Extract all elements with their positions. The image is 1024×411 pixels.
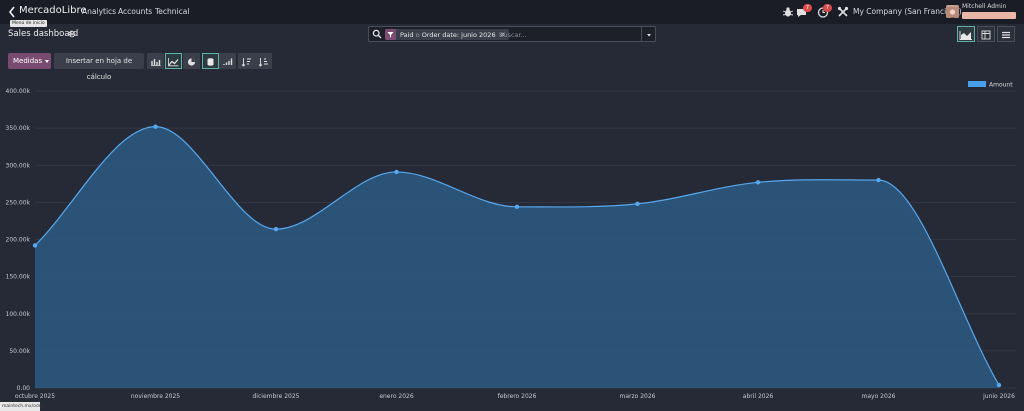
bar-chart-icon [151,59,161,66]
legend-swatch [968,81,986,87]
caret-down-icon [647,34,651,37]
top-navbar: MercadoLibre Analytics Accounts Technica… [0,0,1024,24]
data-point[interactable] [273,226,279,232]
cumulative-icon [223,58,233,65]
x-tick-label: marzo 2026 [620,393,656,400]
app-name[interactable]: MercadoLibre [19,5,87,16]
data-point[interactable] [394,169,399,175]
pie-chart-icon [187,58,196,66]
filter-icon [385,29,396,40]
facet-separator: o [415,30,420,39]
insert-spreadsheet-button[interactable]: Insertar en hoja de cálculo [54,53,144,81]
x-axis-ticks: octubre 2025 noviembre 2025 diciembre 2025… [15,393,1015,400]
home-menu-tooltip: Menú de inicio [10,20,47,27]
series-points [32,124,1002,388]
user-database-redacted [962,12,1016,19]
measures-label: Medidas [13,57,43,65]
company-switcher[interactable]: My Company (San Francisco) [853,7,962,16]
x-tick-label: febrero 2026 [498,393,537,400]
y-tick-label: 100.00k [6,311,31,318]
pivot-table-icon [981,30,991,40]
y-tick-label: 250.00k [6,199,31,206]
facet-value-date: Order date: junio 2026 [421,30,496,39]
filter-facet[interactable]: Paid o Order date: junio 2026 ✕ [385,29,510,40]
facet-value-paid: Paid [400,30,414,39]
list-icon [1002,31,1010,39]
status-url: maintech.mx/odoo [0,402,45,411]
data-point[interactable] [755,180,761,185]
y-tick-label: 0.00 [17,385,31,392]
caret-down-icon [45,59,50,63]
sales-area-chart: 0.00 50.00k 100.00k 150.00k 200.00k 250.00k 30… [6,81,1016,400]
stack-icon [207,58,214,66]
graph-view-button[interactable] [957,26,975,42]
page-title: Sales dashboard [8,29,79,39]
cumulative-button[interactable] [219,53,236,69]
x-tick-label: abril 2026 [743,393,774,400]
menu-technical[interactable]: Technical [155,7,190,16]
legend-label: Amount [989,82,1013,89]
area-chart-icon [959,31,972,40]
x-tick-label: noviembre 2025 [131,393,180,400]
messages-badge: 7 [803,4,812,12]
y-tick-label: 150.00k [6,274,31,281]
series-area-amount [35,126,999,388]
menu-analytics[interactable]: Analytics [82,7,117,16]
gear-icon[interactable] [68,30,76,38]
data-point[interactable] [514,204,520,210]
x-tick-label: junio 2026 [982,393,1015,400]
bar-chart-button[interactable] [147,53,164,69]
data-point[interactable] [32,243,38,248]
search-bar: Paid o Order date: junio 2026 ✕ [368,26,656,42]
y-axis-ticks: 0.00 50.00k 100.00k 150.00k 200.00k 250.00k 30… [6,88,31,392]
y-tick-label: 400.00k [6,88,31,95]
facet-label: Paid o Order date: junio 2026 [396,31,500,39]
sort-descending-icon [241,58,251,67]
measures-dropdown[interactable]: Medidas [8,53,51,69]
chart-legend[interactable]: Amount [968,81,1013,89]
sort-descending-button[interactable] [238,53,255,69]
menu-accounts[interactable]: Accounts [118,7,153,16]
list-view-button[interactable] [997,26,1015,42]
sort-ascending-button[interactable] [255,53,272,69]
data-point[interactable] [153,124,158,129]
line-chart-icon [168,58,179,67]
pie-chart-button[interactable] [183,53,200,69]
tools-icon[interactable] [836,5,850,19]
search-options-toggle[interactable] [641,27,655,41]
line-chart-button[interactable] [165,53,182,69]
user-name[interactable]: Mitchell Admin [962,3,1007,10]
stacked-button[interactable] [202,53,219,69]
user-avatar[interactable] [946,5,959,18]
data-point[interactable] [635,201,640,207]
activity-badge: 7 [823,4,832,12]
y-tick-label: 350.00k [6,125,31,132]
sort-ascending-icon [258,58,268,67]
y-tick-label: 200.00k [6,237,31,244]
pivot-view-button[interactable] [977,26,995,42]
data-point[interactable] [876,177,881,183]
y-tick-label: 50.00k [9,348,30,355]
x-tick-label: mayo 2026 [862,393,896,400]
data-point[interactable] [996,382,1002,388]
bug-icon[interactable] [781,5,795,19]
chevron-left-icon[interactable] [7,5,17,19]
x-tick-label: enero 2026 [379,393,414,400]
avatar-image [946,7,959,18]
search-input[interactable] [499,29,639,40]
search-icon[interactable] [372,29,382,39]
x-tick-label: diciembre 2025 [253,393,300,400]
y-tick-label: 300.00k [6,162,31,169]
x-tick-label: octubre 2025 [15,393,55,400]
